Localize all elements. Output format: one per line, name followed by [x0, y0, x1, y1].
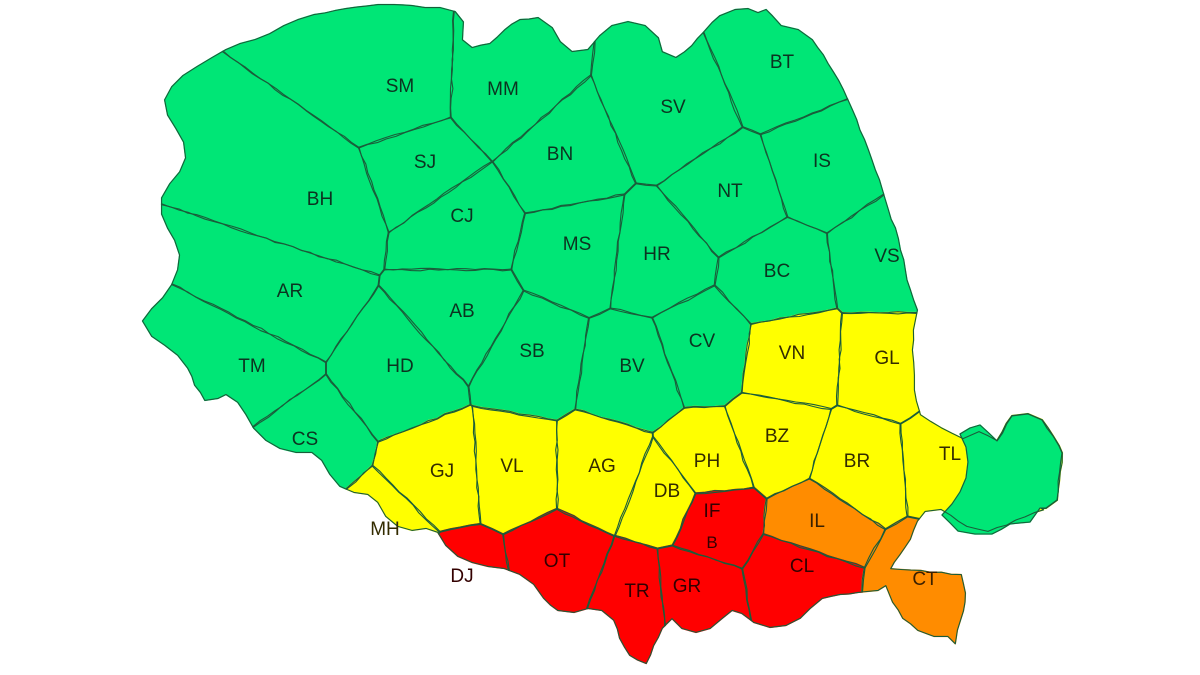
svg-text:VN: VN [779, 343, 805, 364]
svg-text:BH: BH [307, 189, 333, 210]
svg-text:BT: BT [770, 52, 795, 73]
svg-text:VS: VS [874, 246, 899, 267]
svg-text:HR: HR [643, 244, 670, 265]
svg-text:BC: BC [764, 261, 790, 282]
svg-text:GJ: GJ [430, 461, 454, 482]
svg-text:AG: AG [588, 456, 615, 477]
svg-text:BN: BN [547, 144, 573, 165]
svg-text:BR: BR [844, 451, 870, 472]
svg-text:DJ: DJ [450, 566, 473, 587]
svg-text:TM: TM [238, 356, 265, 377]
svg-text:VL: VL [500, 456, 523, 477]
svg-text:MH: MH [370, 519, 400, 540]
svg-text:TL: TL [939, 444, 961, 465]
svg-text:CL: CL [790, 556, 814, 577]
svg-text:B: B [706, 533, 717, 552]
svg-text:IS: IS [813, 151, 831, 172]
svg-text:GL: GL [874, 348, 899, 369]
svg-text:MM: MM [487, 79, 519, 100]
svg-text:IF: IF [704, 501, 721, 522]
svg-text:BZ: BZ [765, 426, 790, 447]
svg-text:GR: GR [673, 576, 702, 597]
svg-text:SJ: SJ [414, 152, 436, 173]
svg-text:IL: IL [809, 511, 825, 532]
svg-text:MS: MS [563, 234, 592, 255]
svg-text:CT: CT [912, 569, 938, 590]
svg-text:CJ: CJ [450, 206, 473, 227]
svg-text:NT: NT [717, 181, 743, 202]
svg-text:AB: AB [449, 301, 474, 322]
svg-text:BV: BV [619, 356, 645, 377]
svg-text:CS: CS [292, 429, 318, 450]
svg-text:OT: OT [544, 551, 571, 572]
svg-text:HD: HD [386, 356, 413, 377]
svg-text:TR: TR [624, 581, 649, 602]
svg-text:CV: CV [689, 331, 716, 352]
svg-text:SV: SV [660, 97, 686, 118]
svg-text:AR: AR [277, 281, 303, 302]
svg-text:SB: SB [519, 341, 544, 362]
svg-text:SM: SM [386, 76, 415, 97]
svg-text:DB: DB [654, 481, 680, 502]
svg-text:PH: PH [694, 451, 720, 472]
